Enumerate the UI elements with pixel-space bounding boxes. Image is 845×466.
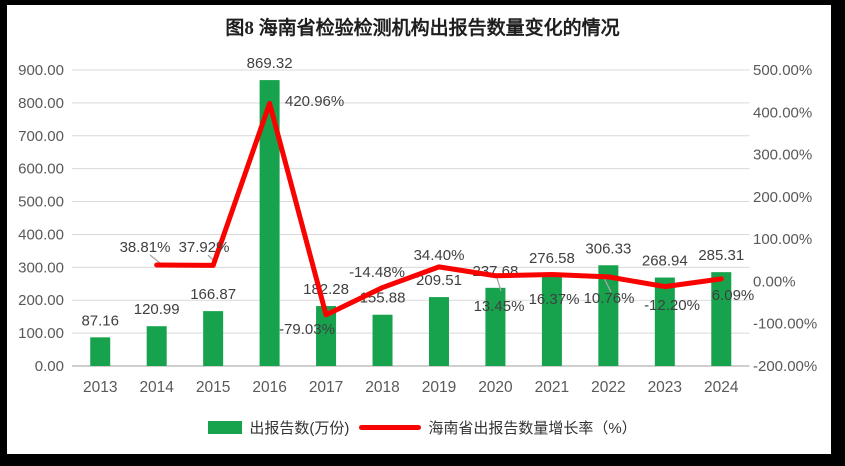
x-axis-label: 2021 bbox=[535, 379, 569, 396]
y-axis-right-tick-label: 200.00% bbox=[753, 189, 812, 206]
line-value-label: 37.92% bbox=[179, 239, 230, 256]
y-axis-right-tick-label: 500.00% bbox=[753, 62, 812, 79]
bar-2016 bbox=[259, 80, 280, 367]
x-axis-label: 2020 bbox=[478, 379, 513, 396]
y-axis-right-tick-label: -200.00% bbox=[753, 358, 817, 375]
line-value-label: -12.20% bbox=[644, 297, 700, 314]
x-axis-label: 2017 bbox=[309, 379, 343, 396]
bar-value-label: 155.88 bbox=[360, 290, 406, 307]
x-axis-label: 2023 bbox=[648, 379, 682, 396]
bar-2018 bbox=[372, 314, 393, 366]
chart-title: 图8 海南省检验检测机构出报告数量变化的情况 bbox=[225, 18, 620, 39]
label-leader-line bbox=[603, 277, 612, 293]
line-value-label: 10.76% bbox=[584, 290, 635, 307]
bar-value-label: 306.33 bbox=[585, 240, 631, 257]
y-axis-left-tick-label: 500.00 bbox=[18, 194, 64, 211]
bar-2014 bbox=[146, 326, 167, 366]
bar-2015 bbox=[203, 311, 224, 366]
y-axis-left-tick-label: 400.00 bbox=[18, 226, 64, 243]
y-axis-left-tick-label: 900.00 bbox=[18, 62, 64, 79]
bar-value-label: 276.58 bbox=[529, 250, 575, 267]
x-axis-label: 2018 bbox=[365, 379, 399, 396]
y-axis-left-tick-label: 800.00 bbox=[18, 95, 64, 112]
line-value-label: 13.45% bbox=[474, 298, 525, 315]
bar-2021 bbox=[541, 275, 562, 366]
bar-2024 bbox=[711, 272, 732, 366]
y-axis-right-tick-label: 100.00% bbox=[753, 231, 812, 248]
line-value-label: 420.96% bbox=[285, 93, 344, 110]
bar-value-label: 209.51 bbox=[416, 272, 462, 289]
x-axis-label: 2019 bbox=[422, 379, 456, 396]
growth-rate-line bbox=[154, 100, 724, 318]
bar-2023 bbox=[654, 277, 675, 366]
bar-2020 bbox=[485, 287, 506, 366]
legend-label-bar-series: 出报告数(万份) bbox=[249, 420, 350, 437]
label-leader-line bbox=[149, 254, 161, 264]
bar-value-label: 87.16 bbox=[81, 312, 119, 329]
line-series-swatch-icon bbox=[359, 425, 422, 430]
x-axis-label: 2014 bbox=[139, 379, 174, 396]
y-axis-left-tick-label: 300.00 bbox=[18, 259, 64, 276]
bar-value-label: 166.87 bbox=[190, 286, 236, 303]
bar-series-swatch-icon bbox=[208, 421, 243, 434]
label-leader-line bbox=[496, 277, 502, 292]
x-axis-label: 2015 bbox=[196, 379, 230, 396]
legend-item-line-series: 海南省出报告数量增长率（%） bbox=[349, 417, 637, 438]
line-value-label: 6.09% bbox=[712, 287, 755, 304]
bar-value-label: 268.94 bbox=[642, 253, 688, 270]
bar-value-label: 120.99 bbox=[134, 301, 180, 318]
line-value-label: 34.40% bbox=[414, 247, 465, 264]
bar-2017 bbox=[316, 306, 337, 366]
y-axis-left-tick-label: 0.00 bbox=[35, 358, 64, 375]
y-axis-right-tick-label: 0.00% bbox=[753, 273, 796, 290]
y-axis-left-tick-label: 700.00 bbox=[18, 128, 64, 145]
y-axis-left-tick-label: 200.00 bbox=[18, 292, 64, 309]
y-axis-left-tick-label: 600.00 bbox=[18, 161, 64, 178]
x-axis-label: 2013 bbox=[83, 379, 117, 396]
line-value-label: -79.03% bbox=[279, 321, 335, 338]
line-value-label: 38.81% bbox=[120, 239, 171, 256]
bar-value-label: 285.31 bbox=[698, 247, 744, 264]
bar-value-label: 869.32 bbox=[247, 55, 293, 72]
x-axis-label: 2016 bbox=[252, 379, 286, 396]
x-axis-label: 2022 bbox=[591, 379, 625, 396]
bar-2019 bbox=[428, 297, 449, 366]
bar-2022 bbox=[598, 265, 619, 366]
legend-item-bar-series: 出报告数(万份) bbox=[208, 417, 349, 438]
line-value-label: -14.48% bbox=[349, 264, 405, 281]
legend-label-line-series: 海南省出报告数量增长率（%） bbox=[428, 420, 637, 437]
bar-2013 bbox=[90, 337, 111, 366]
y-axis-left-tick-label: 100.00 bbox=[18, 325, 64, 342]
y-axis-right-tick-label: -100.00% bbox=[753, 316, 817, 333]
x-axis-label: 2024 bbox=[704, 379, 739, 396]
line-value-label: 16.37% bbox=[529, 291, 580, 308]
y-axis-right-tick-label: 300.00% bbox=[753, 147, 812, 164]
y-axis-right-tick-label: 400.00% bbox=[753, 104, 812, 121]
bar-value-label: 182.28 bbox=[303, 281, 349, 298]
chart-legend: 出报告数(万份) 海南省出报告数量增长率（%） bbox=[0, 417, 845, 438]
